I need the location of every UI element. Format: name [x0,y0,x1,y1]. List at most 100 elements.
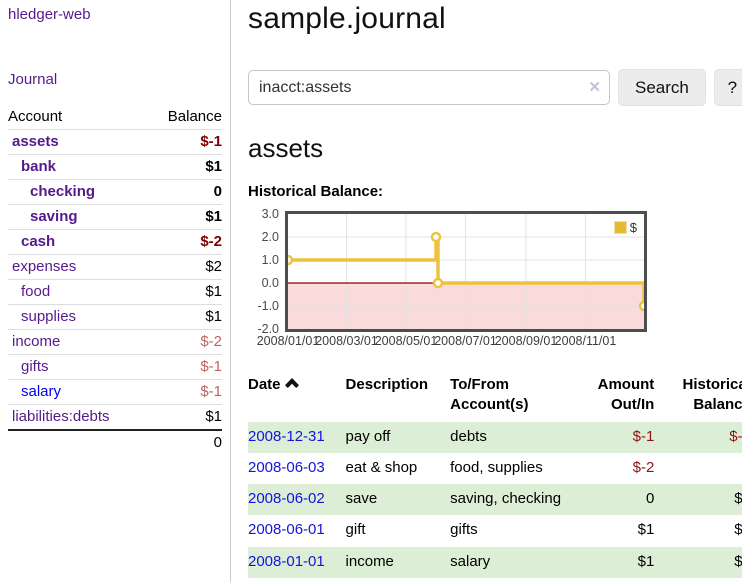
description-column-header: Description [345,376,429,393]
account-link-food[interactable]: food [21,283,51,300]
account-link-checking[interactable]: checking [30,183,96,200]
accounts-total-balance: 0 [213,434,222,451]
clear-search-icon[interactable]: ✕ [588,79,601,96]
transaction-amount: $-2 [632,458,655,476]
account-heading: assets [248,133,324,163]
account-row: food $1 [8,279,222,305]
account-row: assets $-1 [8,129,222,155]
tofrom-header-line2: Account(s) [450,396,529,414]
accounts-total-row: 0 [8,430,222,455]
transaction-description: gift [345,521,366,539]
page-title: sample.journal [248,2,446,35]
account-row: income $-2 [8,329,222,355]
account-link-liabilities-debts[interactable]: liabilities:debts [12,408,110,425]
transaction-description: pay off [345,427,391,445]
transaction-accounts: gifts [450,521,478,539]
account-balance: $-2 [200,233,222,250]
legend-swatch-icon [613,221,627,234]
balance-column-header: Historical Balance [654,371,742,422]
account-balance: $-2 [200,333,222,350]
transaction-balance: 0 [654,453,742,484]
nav-journal-link[interactable]: Journal [8,71,58,88]
sidebar: hledger-web Journal Account Balance asse… [0,0,231,582]
transaction-amount: $1 [637,552,655,570]
account-row: cash $-2 [8,229,222,255]
account-row: liabilities:debts $1 [8,404,222,431]
transaction-date-link[interactable]: 2008-06-01 [248,521,325,539]
account-row: checking 0 [8,179,222,205]
transaction-balance: $-1 [729,427,742,445]
x-tick-label: 2008/05/01 [374,334,438,348]
transaction-accounts: food, supplies [450,458,543,476]
search-form: ✕ Search ? [248,69,742,106]
transaction-amount: 0 [645,490,655,507]
account-balance: $1 [205,158,222,175]
main-content: sample.journal ✕ Search ? assets Histori… [231,0,742,582]
account-row: supplies $1 [8,304,222,330]
search-button[interactable]: Search [618,69,706,106]
y-tick-label: 0.0 [261,276,279,290]
sidebar-nav: Journal [8,71,222,89]
transaction-accounts: salary [450,552,491,570]
chart-title: Historical Balance: [248,183,384,200]
register-table: Date Description To/From Account(s) Amou… [248,371,742,578]
transaction-row: 2008-01-01 income salary $1 $1 [248,546,742,578]
account-row: gifts $-1 [8,354,222,380]
x-tick-label: 2008/11/01 [554,334,617,348]
account-row: expenses $2 [8,254,222,280]
app-title-link[interactable]: hledger-web [8,6,91,23]
account-link-income[interactable]: income [12,333,61,350]
account-link-gifts[interactable]: gifts [21,358,49,375]
account-link-saving[interactable]: saving [30,208,78,225]
accounts-table: Account Balance assets $-1 bank $1 check… [8,105,222,455]
balance-header-line2: Balance [693,396,742,414]
account-link-assets[interactable]: assets [12,133,59,150]
grid-lines [288,214,644,329]
account-column-header: Account [8,108,63,125]
tofrom-header-line1: To/From [450,376,510,393]
transaction-row: 2008-06-03 eat & shop food, supplies $-2… [248,453,742,484]
transaction-amount: $1 [637,521,655,539]
account-link-bank[interactable]: bank [21,158,57,175]
transaction-date-link[interactable]: 2008-12-31 [248,427,325,445]
y-tick-label: 2.0 [261,230,279,244]
account-balance: $1 [205,283,222,300]
x-tick-label: 2008/01/01 [256,334,320,348]
account-link-salary[interactable]: salary [21,383,62,400]
account-balance: $1 [205,408,222,425]
y-tick-label: -2.0 [257,322,279,336]
search-input[interactable] [248,70,610,105]
register-header-row: Date Description To/From Account(s) Amou… [248,371,742,422]
account-balance: 0 [213,183,222,200]
transaction-date-link[interactable]: 2008-01-01 [248,552,325,570]
transaction-date-link[interactable]: 2008-06-02 [248,490,325,507]
plot-svg [288,214,644,329]
transaction-accounts: debts [450,427,487,445]
transaction-amount: $-1 [632,427,655,445]
y-axis-labels: 3.0 2.0 1.0 0.0 -1.0 -2.0 [248,207,279,336]
plot-area: $ [285,211,647,332]
legend-label: $ [629,220,637,235]
transaction-description: save [345,490,378,507]
transaction-description: income [345,552,394,570]
account-row: bank $1 [8,154,222,180]
transaction-balance: $1 [734,552,742,570]
transaction-balance: $2 [734,490,742,507]
amount-header-line1: Amount [597,376,655,393]
account-link-cash[interactable]: cash [21,233,56,250]
transaction-balance: $2 [734,521,742,539]
date-column-header[interactable]: Date [248,371,346,422]
amount-column-header: Amount Out/In [582,371,655,422]
account-link-supplies[interactable]: supplies [21,308,77,325]
y-tick-label: 3.0 [261,207,279,221]
help-button[interactable]: ? [713,69,742,106]
account-link-expenses[interactable]: expenses [12,258,77,275]
balance-header-line1: Historical [682,376,742,393]
amount-header-line2: Out/In [610,396,655,414]
balance-column-header: Balance [167,108,222,125]
transaction-date-link[interactable]: 2008-06-03 [248,458,325,476]
account-balance: $-1 [200,133,222,150]
y-tick-label: 1.0 [261,253,279,267]
account-balance: $1 [205,208,222,225]
